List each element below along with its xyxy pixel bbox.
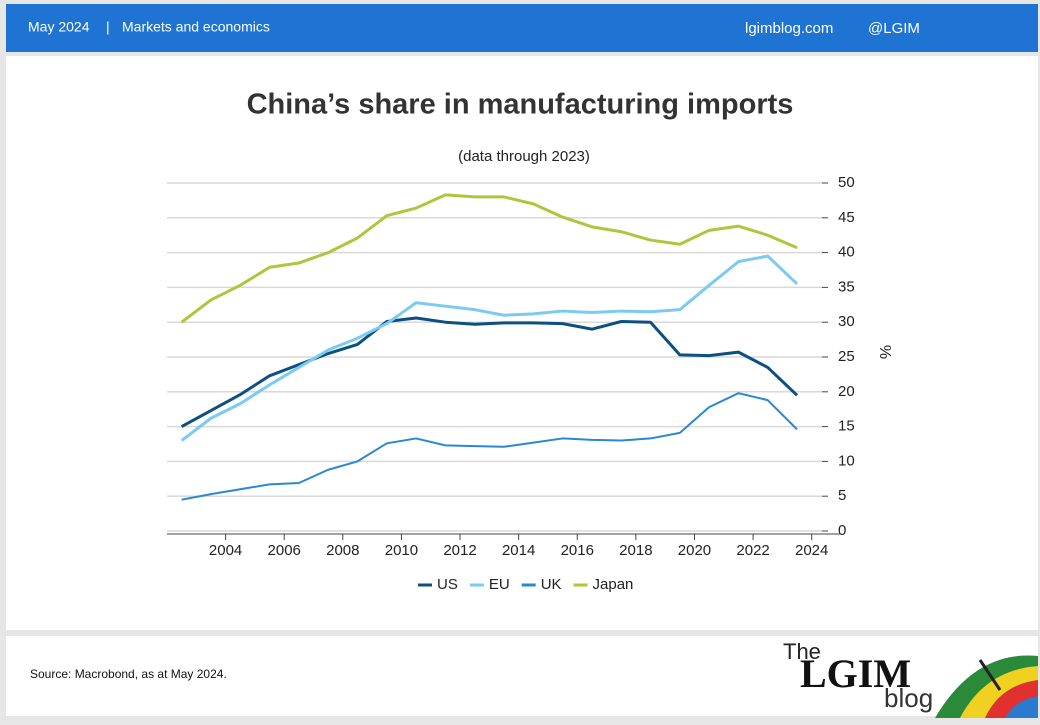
series-line [180, 316, 799, 428]
y-tick-label: 15 [838, 418, 855, 435]
x-tick-label: 2010 [385, 542, 418, 559]
legend-label: Japan [593, 576, 634, 593]
series-line [180, 193, 798, 324]
logo-blog: blog [884, 683, 933, 713]
footer-panel [6, 636, 1038, 716]
x-tick-label: 2004 [209, 542, 242, 559]
y-tick-label: 5 [838, 487, 846, 504]
y-tick-label: 35 [838, 278, 855, 295]
logo-the: The [783, 639, 821, 664]
x-tick-label: 2008 [326, 542, 359, 559]
logo-umbrella [935, 655, 1038, 718]
x-tick-label: 2014 [502, 542, 535, 559]
x-tick-label: 2006 [268, 542, 301, 559]
y-tick-label: 45 [838, 209, 855, 226]
x-tick-label: 2020 [678, 542, 711, 559]
y-tick-label: 0 [838, 522, 846, 539]
logo-name: LGIM [800, 651, 911, 696]
y-tick-label: 50 [838, 174, 855, 191]
header-site[interactable]: lgimblog.com [745, 20, 833, 37]
y-tick-label: 30 [838, 313, 855, 330]
legend-label: UK [541, 576, 562, 593]
header-section: Markets and economics [122, 19, 270, 35]
x-tick-label: 2024 [795, 542, 828, 559]
y-axis-label: % [876, 345, 893, 359]
source-note: Source: Macrobond, as at May 2024. [30, 667, 227, 681]
legend-label: US [437, 576, 458, 593]
x-tick-label: 2012 [443, 542, 476, 559]
header-separator: | [106, 19, 110, 35]
series-line [180, 254, 799, 442]
header-date: May 2024 [28, 19, 90, 35]
series-line [181, 392, 798, 501]
x-tick-label: 2022 [736, 542, 769, 559]
y-tick-label: 20 [838, 383, 855, 400]
y-tick-label: 10 [838, 452, 855, 469]
x-tick-label: 2016 [561, 542, 594, 559]
y-tick-label: 40 [838, 244, 855, 261]
header-bar [6, 4, 1038, 52]
chart-subtitle: (data through 2023) [458, 148, 590, 165]
legend-label: EU [489, 576, 510, 593]
header-handle[interactable]: @LGIM [868, 20, 920, 37]
y-tick-label: 25 [838, 348, 855, 365]
x-tick-label: 2018 [619, 542, 652, 559]
chart-title: China’s share in manufacturing imports [247, 89, 794, 121]
